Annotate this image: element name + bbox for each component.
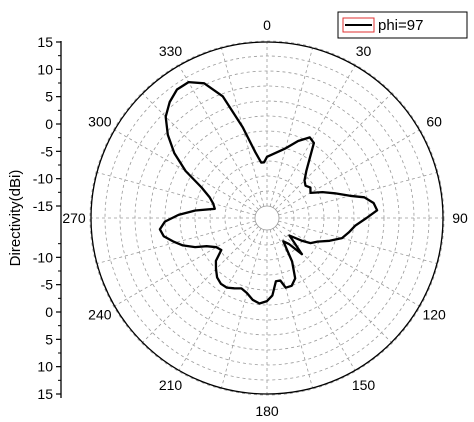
radial-axis: 15 10 5 0 -5 -10 -15 -10 -5 0 5 10 15 bbox=[33, 34, 62, 402]
grid-spoke bbox=[272, 65, 356, 208]
angle-label-240: 240 bbox=[88, 307, 112, 323]
angle-label-120: 120 bbox=[422, 307, 446, 323]
polar-grid bbox=[89, 40, 445, 396]
angle-label-330: 330 bbox=[159, 43, 183, 59]
grid-circle bbox=[89, 40, 445, 396]
series-layer bbox=[158, 80, 379, 305]
legend-swatch-frame bbox=[342, 17, 375, 33]
angle-label-90: 90 bbox=[452, 210, 468, 226]
radial-tick-label: 15 bbox=[37, 34, 53, 50]
radial-tick-label: 10 bbox=[37, 61, 53, 77]
grid-spoke bbox=[96, 172, 256, 216]
radial-tick-label: 0 bbox=[45, 116, 53, 132]
y-axis-title: Directivity(dBi) bbox=[7, 170, 24, 267]
angle-label-300: 300 bbox=[88, 114, 112, 130]
polar-outer-circle bbox=[90, 41, 444, 395]
angle-labels: 0 30 60 90 120 150 180 210 240 270 300 330 bbox=[62, 17, 468, 419]
angle-label-270: 270 bbox=[62, 210, 86, 226]
grid-spoke bbox=[142, 226, 259, 343]
angle-label-180: 180 bbox=[255, 403, 279, 419]
radial-tick-label: 5 bbox=[45, 89, 53, 105]
radial-tick-label: 5 bbox=[45, 331, 53, 347]
angle-label-150: 150 bbox=[352, 377, 376, 393]
grid-spoke bbox=[278, 220, 438, 264]
radial-tick-label: 15 bbox=[37, 386, 53, 402]
radial-tick-label: 10 bbox=[37, 359, 53, 375]
radial-tick-label: -10 bbox=[33, 171, 53, 187]
angle-label-60: 60 bbox=[426, 114, 442, 130]
angle-label-210: 210 bbox=[159, 377, 183, 393]
radial-tick-label: -5 bbox=[41, 143, 54, 159]
legend[interactable]: phi=97 bbox=[337, 11, 468, 39]
grid-spoke bbox=[278, 172, 438, 216]
grid-spoke bbox=[221, 229, 265, 389]
grid-spoke bbox=[269, 47, 313, 207]
grid-inner-circle bbox=[254, 205, 280, 231]
grid-circle bbox=[164, 115, 370, 321]
angle-label-30: 30 bbox=[356, 43, 372, 59]
angle-label-0: 0 bbox=[263, 17, 271, 33]
radial-tick-label: 0 bbox=[45, 304, 53, 320]
grid-spoke bbox=[142, 93, 259, 210]
series-line-phi=97 bbox=[158, 80, 379, 305]
radial-tick-label: -5 bbox=[41, 277, 54, 293]
radial-tick-label: -10 bbox=[33, 249, 53, 265]
grid-spoke bbox=[269, 229, 313, 389]
legend-label: phi=97 bbox=[378, 17, 423, 34]
radial-tick-label: -15 bbox=[33, 198, 53, 214]
